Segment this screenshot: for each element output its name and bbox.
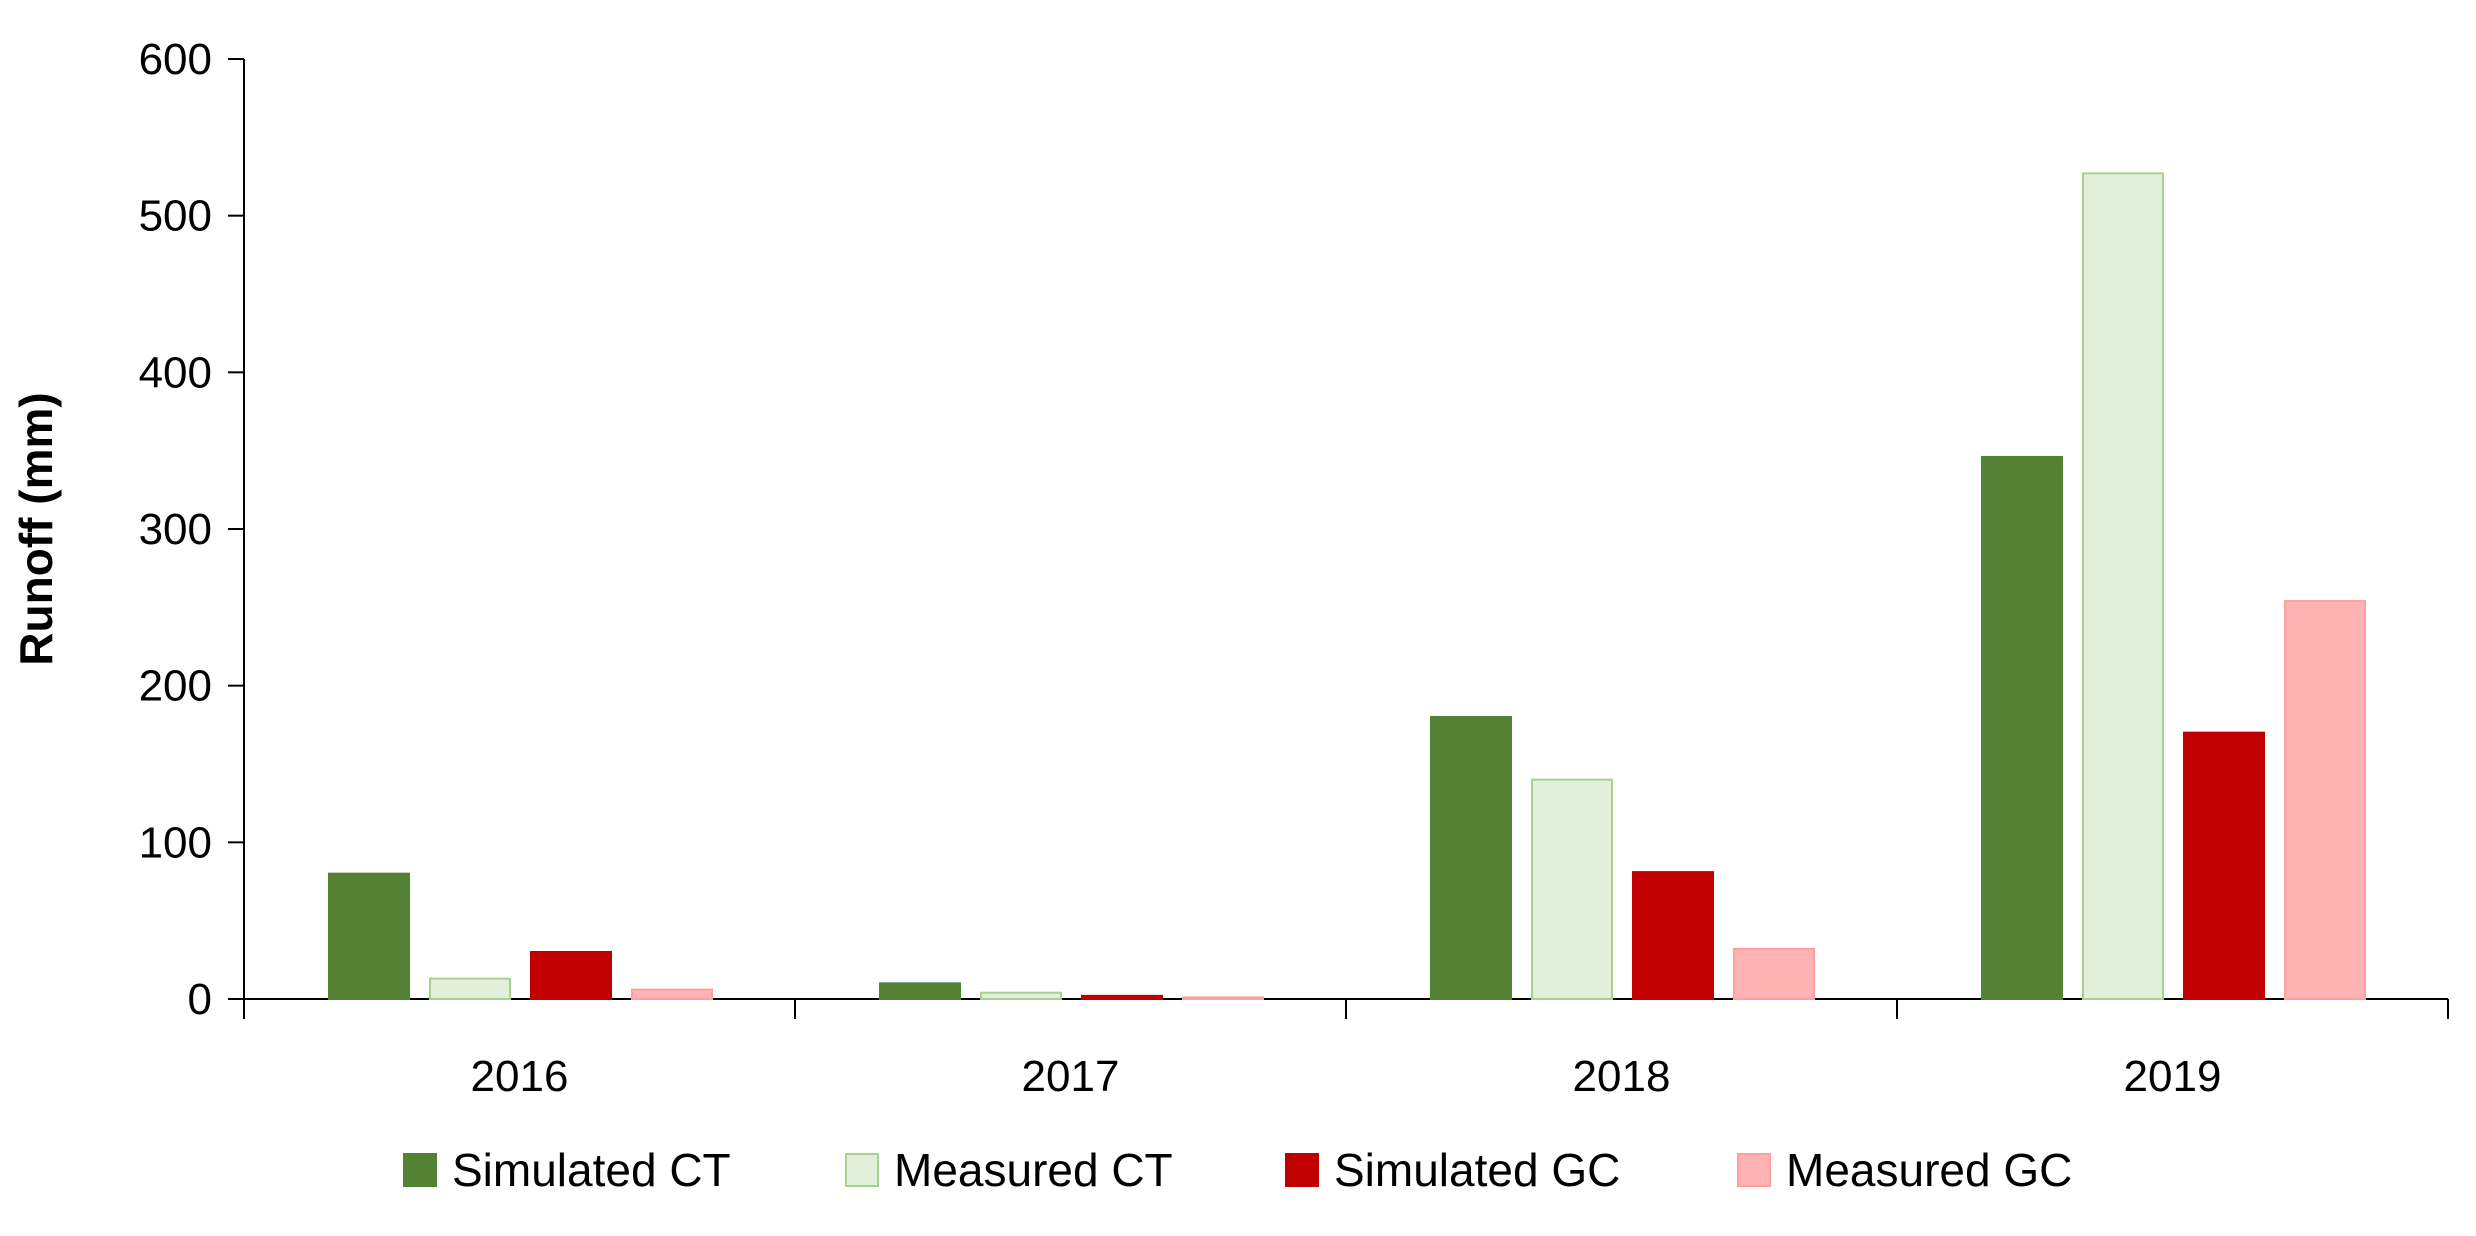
y-tick-label: 500 <box>139 192 212 241</box>
legend-item: Measured GC <box>1737 1144 2072 1196</box>
legend-label: Simulated GC <box>1334 1144 1620 1196</box>
legend: Simulated CT Measured CT Simulated GC Measu… <box>403 1144 2072 1196</box>
bar-measured-gc-2018 <box>1733 947 1815 1000</box>
legend-swatch <box>845 1153 879 1187</box>
y-tick-label: 200 <box>139 662 212 711</box>
legend-swatch <box>1285 1153 1319 1187</box>
legend-label: Simulated CT <box>452 1144 731 1196</box>
bar-simulated-gc-2017 <box>1081 994 1163 1000</box>
y-tick-label: 400 <box>139 348 212 397</box>
bar-measured-ct-2017 <box>980 991 1062 1001</box>
bar-simulated-gc-2016 <box>530 951 612 1000</box>
bar-simulated-ct-2019 <box>1981 455 2063 1000</box>
legend-label: Measured CT <box>894 1144 1173 1196</box>
bar-measured-gc-2016 <box>631 988 713 1000</box>
bar-simulated-gc-2018 <box>1632 871 1714 1000</box>
x-tick-label: 2018 <box>1573 1052 1671 1101</box>
x-tick-label: 2019 <box>2124 1052 2222 1101</box>
bar-measured-ct-2019 <box>2082 172 2164 1001</box>
y-axis-title: Runoff (mm) <box>10 392 62 665</box>
bar-measured-gc-2019 <box>2284 600 2366 1000</box>
legend-item: Measured CT <box>845 1144 1173 1196</box>
bar-measured-ct-2016 <box>429 977 511 1001</box>
plot-area: 0 100 200 300 400 500 600 2016 2017 2018 2019 <box>139 35 2449 1101</box>
bar-simulated-ct-2018 <box>1430 716 1512 1000</box>
legend-swatch <box>1737 1153 1771 1187</box>
bar-simulated-gc-2019 <box>2183 731 2265 1001</box>
x-tick-label: 2017 <box>1022 1052 1120 1101</box>
bar-simulated-ct-2017 <box>879 982 961 1000</box>
legend-item: Simulated GC <box>1285 1144 1620 1196</box>
y-tick-label: 100 <box>139 818 212 867</box>
y-tick-label: 300 <box>139 505 212 554</box>
legend-label: Measured GC <box>1786 1144 2072 1196</box>
legend-swatch <box>403 1153 437 1187</box>
legend-item: Simulated CT <box>403 1144 731 1196</box>
bar-simulated-ct-2016 <box>328 872 410 1001</box>
bar-measured-ct-2018 <box>1531 778 1613 1001</box>
y-tick-label: 0 <box>188 975 212 1024</box>
x-tick-label: 2016 <box>471 1052 569 1101</box>
bar-measured-gc-2017 <box>1182 996 1264 1001</box>
y-tick-label: 600 <box>139 35 212 84</box>
